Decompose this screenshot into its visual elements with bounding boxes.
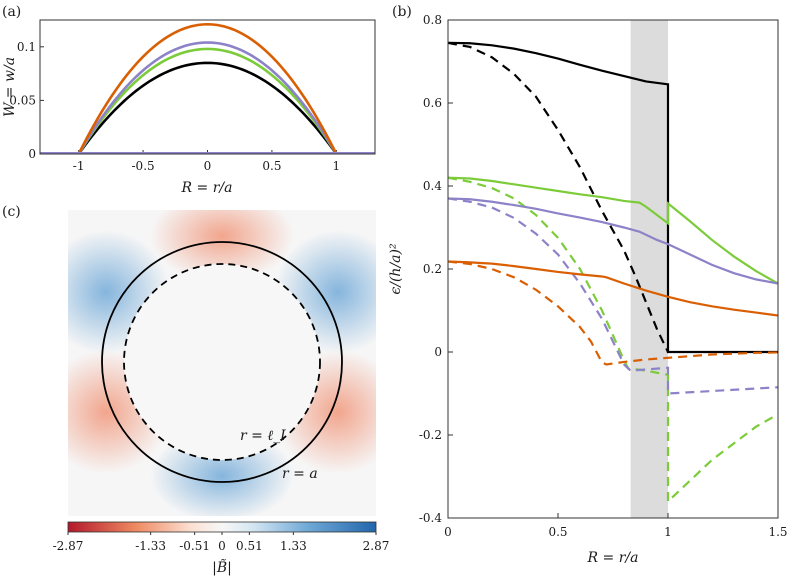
outer-circle [101,241,343,483]
panel-b-xtick-label: 1 [664,525,672,539]
inner-circle-dashed [123,263,321,461]
panel-a-curve-purple [40,41,375,154]
colorbar-tick-label: -2.87 [53,539,84,553]
panel-b-ticks: 0 0.5 1 1.5 -0.4 -0.2 0 0.2 0.4 0.6 0.8 [419,13,788,539]
panel-b-ytick-label: -0.4 [419,511,443,525]
panel-a-ytick-label: 0 [28,147,36,161]
panel-a: (a) -1 -0.5 0 0.5 1 0 0.05 0.1 R = r/a W = w/a [2,4,376,196]
panel-b-ytick-label: 0.8 [423,13,442,27]
colorbar-tick-label: -1.33 [135,539,166,553]
panel-b-shaded-region [630,20,668,518]
panel-b-frame [447,19,779,519]
panel-a-lines [40,22,375,154]
panel-a-ytick-label: 0.1 [17,40,36,54]
panel-c-label: (c) [2,204,21,220]
panel-a-curve-orange [40,22,375,154]
panel-b-label: (b) [392,4,412,20]
panel-a-curve-green [40,47,375,154]
panel-a-xtick-label: 0 [204,159,212,173]
panel-b-curve-black-solid [448,41,778,354]
heatmap-lobe-top [150,210,294,282]
panel-a-curve-black [40,61,375,154]
colorbar-tick-label: 2.87 [363,539,390,553]
panel-b-curve-orange-solid [448,260,778,317]
panel-c: (c) r = ℓ_I r = a -2.87 -1.33 -0.51 0 0.51 1.… [2,204,390,576]
panel-b-xlabel: R = r/a [587,550,639,566]
panel-b-ytick-label: 0.6 [423,96,442,110]
colorbar-label: |B̃| [212,558,232,576]
panel-b-curve-purple-solid [448,197,778,285]
heatmap [68,210,376,516]
panel-b-curve-purple-dashed [448,197,778,395]
inner-circle-label: r = ℓ_I [240,428,286,444]
panel-a-frame [39,19,376,155]
panel-a-ticks: -1 -0.5 0 0.5 1 0 0.05 0.1 [9,40,340,173]
panel-a-xtick-label: -0.5 [132,159,155,173]
panel-b-ylabel: ϵ/(h/a)² [388,243,404,295]
panel-b: (b) 0 0.5 1 1.5 -0.4 -0.2 0 0.2 0.4 0.6 0.8 R = r/… [388,4,788,566]
panel-b-curve-orange-dashed [448,260,778,366]
colorbar-tick-label: -0.51 [179,539,210,553]
heatmap-inner-disk [124,264,320,460]
panel-b-curve-green-solid [448,176,778,285]
panel-a-xtick-label: 1 [333,159,341,173]
panel-b-ytick-label: 0.2 [423,262,442,276]
colorbar-tick-label: 0 [218,539,226,553]
colorbar-tick-label: 0.51 [236,539,263,553]
panel-b-ytick-label: -0.2 [419,428,442,442]
panel-b-xtick-label: 0 [444,525,452,539]
panel-a-ylabel: W = w/a [2,57,18,117]
panel-b-lines [448,41,778,504]
panel-b-xtick-label: 0.5 [548,525,567,539]
outer-circle-label: r = a [282,466,318,482]
panel-a-ytick-label: 0.05 [9,93,36,107]
panel-a-xlabel: R = r/a [181,180,233,196]
panel-b-xtick-label: 1.5 [768,525,787,539]
panel-a-xtick-label: -1 [73,159,85,173]
panel-b-ytick-label: 0 [434,345,442,359]
panel-b-ytick-label: 0.4 [423,179,442,193]
panel-b-curve-black-dashed [448,41,669,353]
colorbar-tick-label: 1.33 [280,539,307,553]
panel-a-label: (a) [2,4,21,20]
panel-a-xtick-label: 0.5 [262,159,281,173]
colorbar-ticks: -2.87 -1.33 -0.51 0 0.51 1.33 2.87 [53,532,390,553]
colorbar [67,521,377,533]
